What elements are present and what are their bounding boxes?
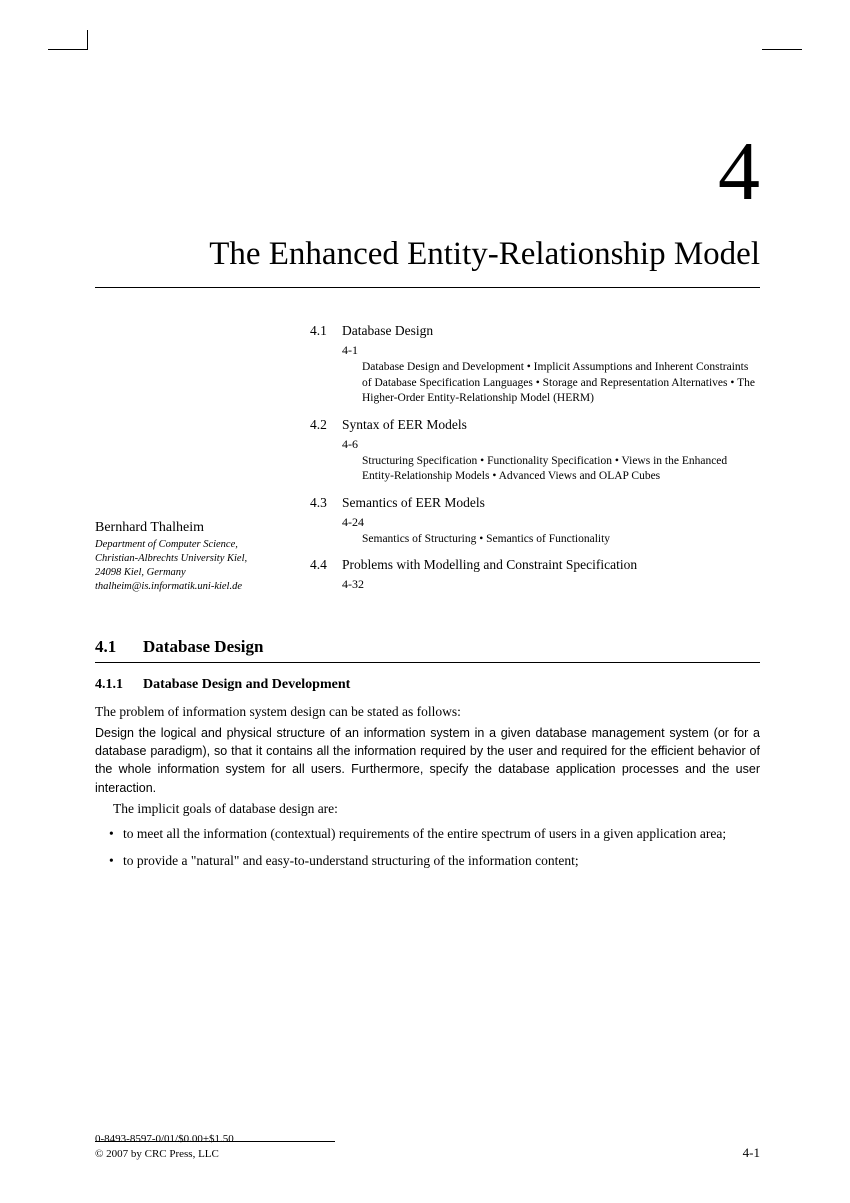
section-heading: 4.1 Database Design bbox=[95, 637, 760, 663]
body-paragraph: The implicit goals of database design ar… bbox=[95, 800, 760, 819]
toc-title: Problems with Modelling and Constraint S… bbox=[342, 557, 637, 573]
toc-number: 4.2 bbox=[310, 417, 342, 433]
bullet-list: • to meet all the information (contextua… bbox=[95, 825, 760, 871]
bullet-icon: • bbox=[95, 825, 123, 844]
page-number: 4-1 bbox=[743, 1145, 760, 1161]
toc-entry: 4.3 Semantics of EER Models 4-24 Semanti… bbox=[310, 495, 760, 548]
toc-entry: 4.4 Problems with Modelling and Constrai… bbox=[310, 557, 760, 592]
author-name: Bernhard Thalheim bbox=[95, 520, 295, 536]
author-affiliation: Department of Computer Science, bbox=[95, 538, 295, 552]
toc-entry: 4.2 Syntax of EER Models 4-6 Structuring… bbox=[310, 417, 760, 485]
toc-subtopics: Structuring Specification • Functionalit… bbox=[362, 454, 760, 485]
toc-title: Database Design bbox=[342, 323, 433, 339]
bullet-text: to meet all the information (contextual)… bbox=[123, 825, 760, 844]
body-paragraph-emphasis: Design the logical and physical structur… bbox=[95, 724, 760, 797]
toc-entry: 4.1 Database Design 4-1 Database Design … bbox=[310, 323, 760, 407]
toc-subtopics: Semantics of Structuring • Semantics of … bbox=[362, 532, 760, 548]
author-affiliation: Christian-Albrechts University Kiel, bbox=[95, 552, 295, 566]
page-content: 4 The Enhanced Entity-Relationship Model… bbox=[0, 0, 850, 918]
toc-page: 4-1 bbox=[342, 343, 760, 358]
section-title: Database Design bbox=[143, 637, 263, 657]
toc-number: 4.4 bbox=[310, 557, 342, 573]
crop-mark bbox=[48, 30, 88, 50]
toc-page: 4-6 bbox=[342, 437, 760, 452]
subsection-heading: 4.1.1 Database Design and Development bbox=[95, 677, 760, 693]
author-block: Bernhard Thalheim Department of Computer… bbox=[95, 323, 310, 602]
bullet-text: to provide a "natural" and easy-to-under… bbox=[123, 852, 760, 871]
header-columns: Bernhard Thalheim Department of Computer… bbox=[95, 323, 760, 602]
bullet-icon: • bbox=[95, 852, 123, 871]
page-footer: 0-8493-8597-0/01/$0.00+$1.50 © 2007 by C… bbox=[95, 1132, 760, 1161]
body-paragraph: The problem of information system design… bbox=[95, 703, 760, 722]
footer-copyright: 0-8493-8597-0/01/$0.00+$1.50 © 2007 by C… bbox=[95, 1132, 234, 1161]
toc-page: 4-24 bbox=[342, 515, 760, 530]
toc-title: Syntax of EER Models bbox=[342, 417, 467, 433]
toc-title: Semantics of EER Models bbox=[342, 495, 485, 511]
footer-copyright-text: © 2007 by CRC Press, LLC bbox=[95, 1147, 234, 1161]
author-email: thalheim@is.informatik.uni-kiel.de bbox=[95, 580, 295, 594]
crop-mark bbox=[762, 30, 802, 50]
author-affiliation: 24098 Kiel, Germany bbox=[95, 566, 295, 580]
subsection-title: Database Design and Development bbox=[143, 677, 350, 693]
toc-number: 4.1 bbox=[310, 323, 342, 339]
toc-number: 4.3 bbox=[310, 495, 342, 511]
toc-page: 4-32 bbox=[342, 577, 760, 592]
footer-isbn: 0-8493-8597-0/01/$0.00+$1.50 bbox=[95, 1132, 234, 1146]
list-item: • to provide a "natural" and easy-to-und… bbox=[95, 852, 760, 871]
subsection-number: 4.1.1 bbox=[95, 677, 143, 693]
section-number: 4.1 bbox=[95, 637, 143, 657]
toc-subtopics: Database Design and Development • Implic… bbox=[362, 360, 760, 407]
chapter-title: The Enhanced Entity-Relationship Model bbox=[95, 234, 760, 288]
list-item: • to meet all the information (contextua… bbox=[95, 825, 760, 844]
chapter-number: 4 bbox=[95, 130, 760, 214]
table-of-contents: 4.1 Database Design 4-1 Database Design … bbox=[310, 323, 760, 602]
